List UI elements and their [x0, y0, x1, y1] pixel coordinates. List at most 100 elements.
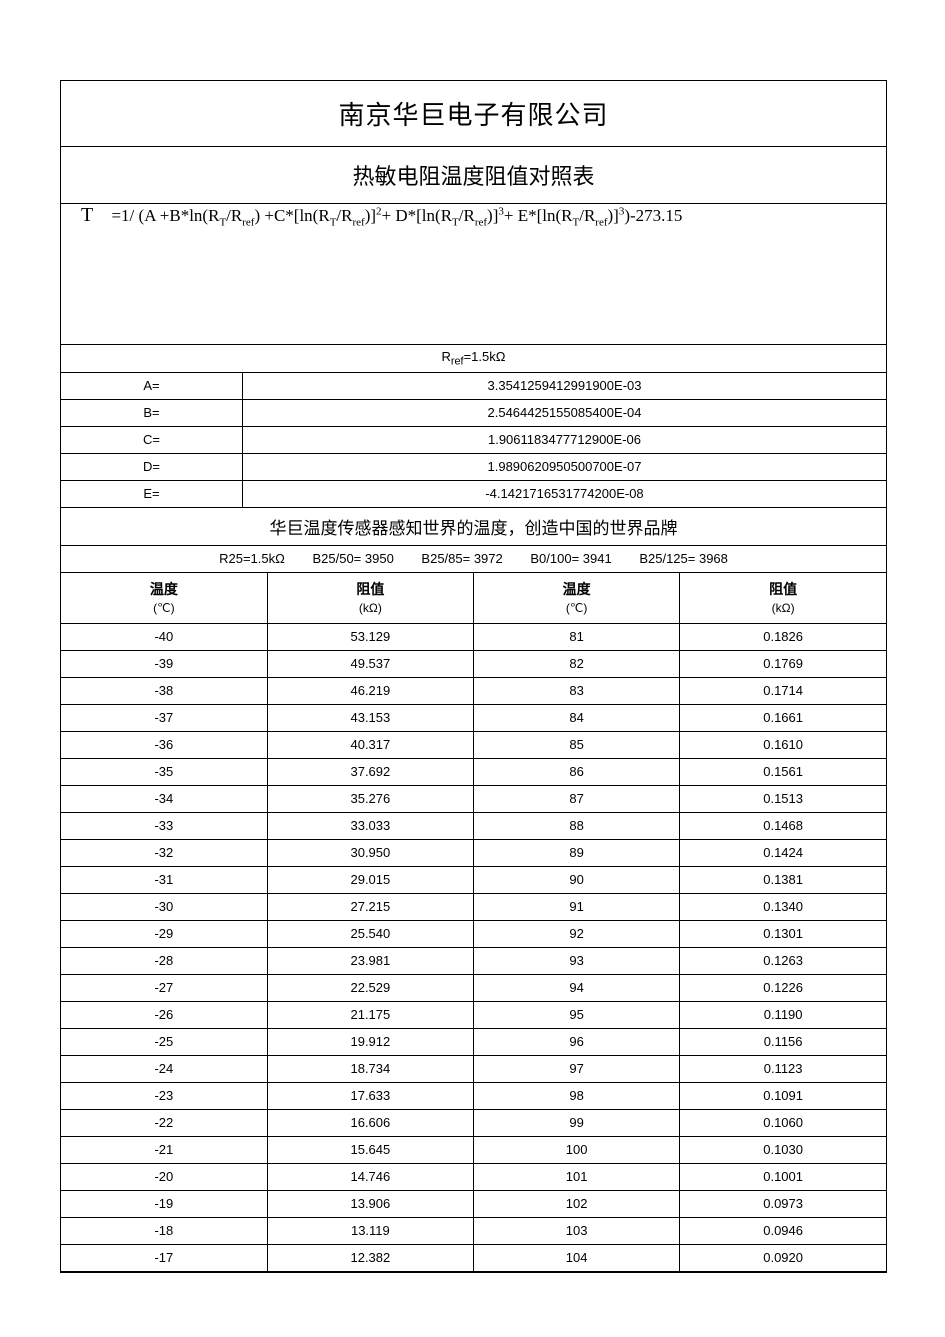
- table-row: -2418.734970.1123: [61, 1055, 886, 1082]
- table-row: -2621.175950.1190: [61, 1001, 886, 1028]
- cell: 100: [474, 1136, 680, 1163]
- cell: 23.981: [267, 947, 473, 974]
- cell: 96: [474, 1028, 680, 1055]
- cell: 19.912: [267, 1028, 473, 1055]
- param-value: 1.9061183477712900E-06: [243, 426, 887, 453]
- cell: 93: [474, 947, 680, 974]
- b0100-value: B0/100= 3941: [530, 551, 611, 566]
- col-unit-res2: (kΩ): [680, 599, 886, 624]
- table-row: -3230.950890.1424: [61, 839, 886, 866]
- table-row: -1712.3821040.0920: [61, 1244, 886, 1271]
- cell: 37.692: [267, 758, 473, 785]
- table-row: -3640.317850.1610: [61, 731, 886, 758]
- cell: 0.1030: [680, 1136, 886, 1163]
- cell: 14.746: [267, 1163, 473, 1190]
- cell: 0.0920: [680, 1244, 886, 1271]
- cell: 0.1190: [680, 1001, 886, 1028]
- param-value: 3.3541259412991900E-03: [243, 372, 887, 399]
- r25-value: R25=1.5kΩ: [219, 551, 285, 566]
- cell: 0.1610: [680, 731, 886, 758]
- cell: 0.1381: [680, 866, 886, 893]
- cell: -20: [61, 1163, 267, 1190]
- table-row: -3333.033880.1468: [61, 812, 886, 839]
- table-row: -3743.153840.1661: [61, 704, 886, 731]
- cell: 91: [474, 893, 680, 920]
- col-unit-res1: (kΩ): [267, 599, 473, 624]
- cell: -23: [61, 1082, 267, 1109]
- cell: 17.633: [267, 1082, 473, 1109]
- table-row: -4053.129810.1826: [61, 623, 886, 650]
- col-unit-temp2: (℃): [474, 599, 680, 624]
- cell: 35.276: [267, 785, 473, 812]
- cell: 53.129: [267, 623, 473, 650]
- cell: 0.1226: [680, 974, 886, 1001]
- table-row: -2115.6451000.1030: [61, 1136, 886, 1163]
- cell: 13.119: [267, 1217, 473, 1244]
- cell: -33: [61, 812, 267, 839]
- table-row: -3537.692860.1561: [61, 758, 886, 785]
- cell: -29: [61, 920, 267, 947]
- cell: -22: [61, 1109, 267, 1136]
- cell: -40: [61, 623, 267, 650]
- formula: T =1/ (A +B*ln(RT/Rref) +C*[ln(RT/Rref)]…: [81, 204, 866, 228]
- cell: 0.1156: [680, 1028, 886, 1055]
- table-row: -3846.219830.1714: [61, 677, 886, 704]
- b25125-value: B25/125= 3968: [639, 551, 728, 566]
- data-table: 温度 阻值 温度 阻值 (℃) (kΩ) (℃) (kΩ) -4053.1298…: [61, 573, 886, 1272]
- cell: 33.033: [267, 812, 473, 839]
- cell: 0.1263: [680, 947, 886, 974]
- cell: 0.1561: [680, 758, 886, 785]
- cell: 104: [474, 1244, 680, 1271]
- col-header-res1: 阻值: [267, 573, 473, 599]
- cell: 22.529: [267, 974, 473, 1001]
- cell: -19: [61, 1190, 267, 1217]
- cell: 18.734: [267, 1055, 473, 1082]
- cell: -21: [61, 1136, 267, 1163]
- table-row: -3129.015900.1381: [61, 866, 886, 893]
- cell: 0.0973: [680, 1190, 886, 1217]
- param-label: B=: [61, 399, 243, 426]
- cell: 0.1826: [680, 623, 886, 650]
- cell: 21.175: [267, 1001, 473, 1028]
- param-value: -4.1421716531774200E-08: [243, 480, 887, 507]
- cell: -39: [61, 650, 267, 677]
- cell: 85: [474, 731, 680, 758]
- cell: 98: [474, 1082, 680, 1109]
- table-row: -2519.912960.1156: [61, 1028, 886, 1055]
- cell: -17: [61, 1244, 267, 1271]
- param-value: 1.9890620950500700E-07: [243, 453, 887, 480]
- cell: 0.1091: [680, 1082, 886, 1109]
- cell: 101: [474, 1163, 680, 1190]
- cell: 16.606: [267, 1109, 473, 1136]
- table-row: -2317.633980.1091: [61, 1082, 886, 1109]
- cell: 0.1301: [680, 920, 886, 947]
- cell: 13.906: [267, 1190, 473, 1217]
- table-row: -3027.215910.1340: [61, 893, 886, 920]
- cell: 30.950: [267, 839, 473, 866]
- cell: 92: [474, 920, 680, 947]
- parameter-table: Rref=1.5kΩ A=3.3541259412991900E-03B=2.5…: [61, 345, 886, 508]
- cell: 0.1424: [680, 839, 886, 866]
- col-header-res2: 阻值: [680, 573, 886, 599]
- col-header-temp2: 温度: [474, 573, 680, 599]
- cell: 82: [474, 650, 680, 677]
- cell: -35: [61, 758, 267, 785]
- cell: 81: [474, 623, 680, 650]
- document-title: 热敏电阻温度阻值对照表: [61, 147, 886, 204]
- cell: -37: [61, 704, 267, 731]
- cell: 87: [474, 785, 680, 812]
- cell: -32: [61, 839, 267, 866]
- slogan: 华巨温度传感器感知世界的温度，创造中国的世界品牌: [61, 508, 886, 546]
- cell: 94: [474, 974, 680, 1001]
- cell: -31: [61, 866, 267, 893]
- cell: 97: [474, 1055, 680, 1082]
- company-name: 南京华巨电子有限公司: [61, 81, 886, 147]
- param-label: A=: [61, 372, 243, 399]
- cell: 0.1769: [680, 650, 886, 677]
- cell: 89: [474, 839, 680, 866]
- cell: 95: [474, 1001, 680, 1028]
- b2550-value: B25/50= 3950: [312, 551, 393, 566]
- cell: -26: [61, 1001, 267, 1028]
- cell: 99: [474, 1109, 680, 1136]
- param-label: D=: [61, 453, 243, 480]
